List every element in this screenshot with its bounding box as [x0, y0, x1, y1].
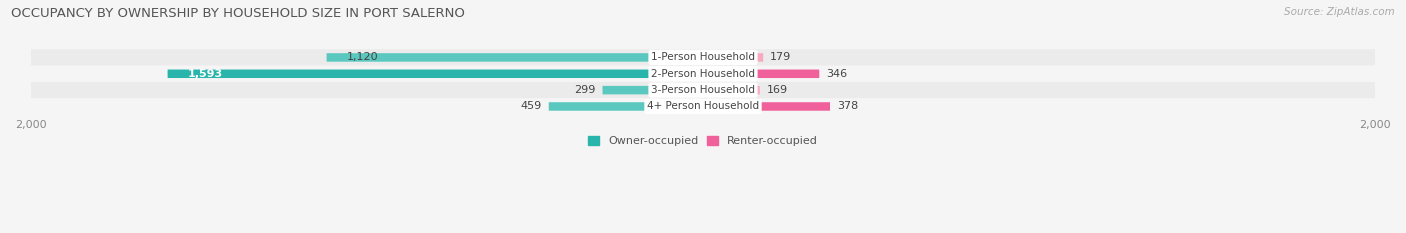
Text: 299: 299: [575, 85, 596, 95]
Text: 179: 179: [770, 52, 792, 62]
Text: 4+ Person Household: 4+ Person Household: [647, 102, 759, 111]
Text: 346: 346: [825, 69, 848, 79]
FancyBboxPatch shape: [548, 102, 703, 111]
Text: 1-Person Household: 1-Person Household: [651, 52, 755, 62]
FancyBboxPatch shape: [31, 98, 1375, 115]
Text: 459: 459: [520, 102, 541, 111]
FancyBboxPatch shape: [703, 102, 830, 111]
Text: 3-Person Household: 3-Person Household: [651, 85, 755, 95]
FancyBboxPatch shape: [703, 86, 759, 94]
FancyBboxPatch shape: [167, 69, 703, 78]
FancyBboxPatch shape: [703, 69, 820, 78]
Text: 2-Person Household: 2-Person Household: [651, 69, 755, 79]
Text: OCCUPANCY BY OWNERSHIP BY HOUSEHOLD SIZE IN PORT SALERNO: OCCUPANCY BY OWNERSHIP BY HOUSEHOLD SIZE…: [11, 7, 465, 20]
Legend: Owner-occupied, Renter-occupied: Owner-occupied, Renter-occupied: [588, 136, 818, 146]
Text: 169: 169: [766, 85, 787, 95]
Text: Source: ZipAtlas.com: Source: ZipAtlas.com: [1284, 7, 1395, 17]
FancyBboxPatch shape: [603, 86, 703, 94]
FancyBboxPatch shape: [326, 53, 703, 62]
FancyBboxPatch shape: [31, 82, 1375, 98]
Text: 1,593: 1,593: [188, 69, 224, 79]
FancyBboxPatch shape: [31, 49, 1375, 66]
FancyBboxPatch shape: [31, 66, 1375, 82]
Text: 1,120: 1,120: [347, 52, 378, 62]
Text: 378: 378: [837, 102, 858, 111]
FancyBboxPatch shape: [703, 53, 763, 62]
